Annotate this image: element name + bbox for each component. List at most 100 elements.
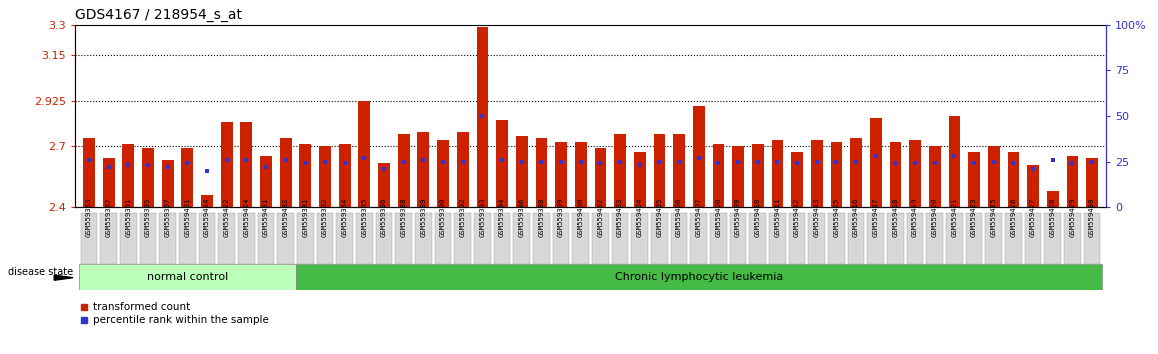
Bar: [316, 213, 334, 264]
Bar: [909, 140, 921, 207]
Bar: [160, 213, 176, 264]
Bar: [828, 213, 845, 264]
Bar: [889, 142, 901, 207]
Bar: [789, 213, 806, 264]
Bar: [241, 122, 252, 207]
Bar: [611, 213, 629, 264]
Bar: [438, 140, 449, 207]
Bar: [103, 159, 115, 207]
Bar: [474, 213, 491, 264]
Bar: [850, 138, 862, 207]
Bar: [771, 140, 783, 207]
Bar: [513, 213, 530, 264]
Bar: [791, 152, 802, 207]
Bar: [848, 213, 865, 264]
Bar: [398, 134, 410, 207]
Bar: [123, 144, 134, 207]
Bar: [830, 142, 842, 207]
Bar: [730, 213, 747, 264]
Bar: [280, 138, 292, 207]
Bar: [594, 148, 607, 207]
Text: GSM559388: GSM559388: [401, 198, 406, 238]
Text: GSM559381: GSM559381: [302, 198, 308, 238]
Text: GSM559410: GSM559410: [755, 198, 761, 238]
Text: GSM559383: GSM559383: [86, 198, 91, 238]
Bar: [752, 144, 763, 207]
Text: GSM559406: GSM559406: [676, 198, 682, 238]
Bar: [298, 213, 314, 264]
Bar: [415, 213, 432, 264]
Text: GSM559432: GSM559432: [283, 198, 288, 238]
Text: GSM559403: GSM559403: [617, 198, 623, 238]
Text: normal control: normal control: [147, 272, 228, 282]
Bar: [690, 213, 708, 264]
Text: GSM559392: GSM559392: [460, 198, 466, 238]
Bar: [614, 134, 626, 207]
Bar: [1067, 156, 1078, 207]
Bar: [1005, 213, 1021, 264]
Bar: [929, 146, 940, 207]
Text: GSM559427: GSM559427: [1031, 198, 1036, 238]
Text: GSM559405: GSM559405: [657, 198, 662, 238]
Text: GSM559420: GSM559420: [932, 198, 938, 238]
Bar: [653, 134, 666, 207]
Bar: [434, 213, 452, 264]
Text: GSM559414: GSM559414: [204, 198, 210, 238]
Bar: [732, 146, 743, 207]
Bar: [201, 195, 213, 207]
Text: GSM559431: GSM559431: [263, 198, 269, 238]
Text: GSM559424: GSM559424: [243, 198, 249, 238]
Bar: [966, 213, 982, 264]
Bar: [182, 148, 193, 207]
Bar: [339, 144, 351, 207]
Bar: [162, 160, 174, 207]
Text: GSM559390: GSM559390: [440, 198, 446, 238]
Bar: [552, 213, 570, 264]
Bar: [258, 213, 274, 264]
Bar: [199, 213, 215, 264]
Bar: [811, 140, 822, 207]
Text: GSM559412: GSM559412: [794, 198, 800, 238]
Bar: [867, 213, 884, 264]
Bar: [79, 264, 295, 290]
Text: GSM559387: GSM559387: [105, 198, 111, 238]
Text: GSM559426: GSM559426: [1011, 198, 1017, 238]
Bar: [496, 120, 508, 207]
Bar: [1047, 191, 1058, 207]
Text: GSM559382: GSM559382: [322, 198, 328, 238]
Bar: [988, 146, 999, 207]
Bar: [535, 138, 548, 207]
Text: GSM559404: GSM559404: [637, 198, 643, 238]
Bar: [375, 213, 393, 264]
Text: GSM559417: GSM559417: [873, 198, 879, 238]
Text: GSM559422: GSM559422: [223, 198, 229, 238]
Bar: [142, 148, 154, 207]
Bar: [278, 213, 294, 264]
Bar: [81, 213, 97, 264]
Bar: [300, 144, 312, 207]
Bar: [572, 213, 589, 264]
Text: GSM559385: GSM559385: [361, 198, 367, 238]
Bar: [592, 213, 609, 264]
Bar: [1027, 165, 1039, 207]
Bar: [985, 213, 1002, 264]
Text: GSM559384: GSM559384: [342, 198, 347, 238]
Text: GSM559400: GSM559400: [578, 198, 584, 238]
Bar: [631, 213, 648, 264]
Text: GSM559418: GSM559418: [893, 198, 899, 238]
Bar: [83, 138, 95, 207]
Bar: [515, 136, 528, 207]
Text: GSM559413: GSM559413: [814, 198, 820, 238]
Text: GSM559386: GSM559386: [381, 198, 387, 238]
Bar: [712, 144, 724, 207]
Polygon shape: [54, 275, 73, 280]
Bar: [140, 213, 156, 264]
Bar: [887, 213, 903, 264]
Bar: [749, 213, 767, 264]
Bar: [179, 213, 196, 264]
Bar: [574, 142, 587, 207]
Text: GSM559408: GSM559408: [716, 198, 721, 238]
Text: GSM559416: GSM559416: [853, 198, 859, 238]
Bar: [219, 213, 235, 264]
Bar: [379, 162, 390, 207]
